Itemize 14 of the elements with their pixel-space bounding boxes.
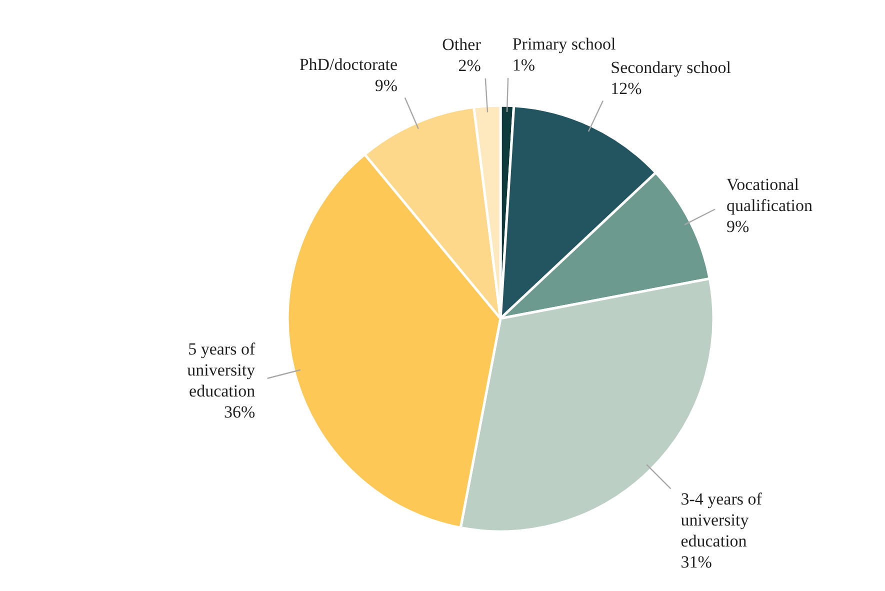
slice-label: 3-4 years of university education: [680, 490, 762, 551]
slice-label: 5 years of university education: [187, 339, 256, 400]
data-label: 1%: [512, 55, 535, 74]
slice-label: Primary school: [512, 34, 616, 54]
slice-label: Vocational qualification: [726, 174, 813, 215]
data-label: 2%: [458, 56, 481, 75]
data-label: 31%: [680, 552, 712, 572]
data-label: 9%: [374, 76, 398, 95]
slice-label: Secondary school: [610, 58, 732, 78]
slice-label: Other: [442, 34, 482, 54]
data-label: 9%: [726, 216, 750, 236]
data-label: 12%: [610, 79, 642, 98]
data-label: 36%: [224, 402, 256, 422]
slice-label: PhD/doctorate: [299, 54, 398, 74]
